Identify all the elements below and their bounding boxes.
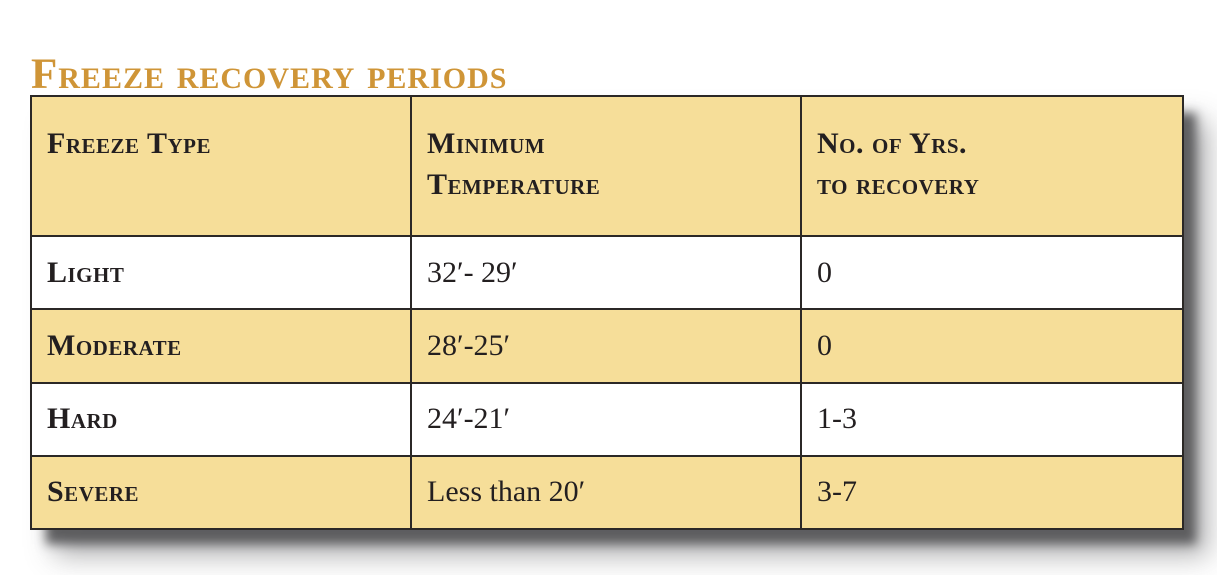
- cell-freeze-type: Light: [30, 234, 412, 311]
- cell-years-to-recovery: 3-7: [800, 454, 1184, 531]
- cell-minimum-temperature: 28′-25′: [410, 308, 802, 384]
- column-header-freeze-type: Freeze Type: [30, 95, 412, 237]
- cell-freeze-type: Severe: [30, 454, 412, 531]
- column-header-years-to-recovery: No. of Yrs. to recovery: [800, 95, 1184, 237]
- table-body: Light 32′- 29′ 0 Moderate 28′-25′ 0 Hard…: [30, 234, 1184, 531]
- cell-years-to-recovery: 0: [800, 234, 1184, 311]
- table-row-moderate: Moderate 28′-25′ 0: [30, 308, 1184, 384]
- header-line-2: to recovery: [817, 168, 980, 201]
- cell-freeze-type: Moderate: [30, 308, 412, 384]
- cell-minimum-temperature: 32′- 29′: [410, 234, 802, 311]
- table-header: Freeze Type Minimum Temperature No. of Y…: [30, 95, 1184, 237]
- cell-years-to-recovery: 0: [800, 308, 1184, 384]
- cell-minimum-temperature: Less than 20′: [410, 454, 802, 531]
- header-row: Freeze Type Minimum Temperature No. of Y…: [30, 95, 1184, 237]
- column-header-minimum-temperature: Minimum Temperature: [410, 95, 802, 237]
- page-title: Freeze recovery periods: [31, 50, 508, 98]
- header-line-2: Temperature: [427, 168, 601, 201]
- header-line-1: Minimum: [427, 127, 546, 160]
- header-line-1: No. of Yrs.: [817, 127, 968, 160]
- table-row-hard: Hard 24′-21′ 1-3: [30, 381, 1184, 457]
- freeze-recovery-table: Freeze Type Minimum Temperature No. of Y…: [30, 95, 1184, 531]
- table-row-light: Light 32′- 29′ 0: [30, 234, 1184, 311]
- table-row-severe: Severe Less than 20′ 3-7: [30, 454, 1184, 531]
- cell-freeze-type: Hard: [30, 381, 412, 457]
- cell-minimum-temperature: 24′-21′: [410, 381, 802, 457]
- header-line-1: Freeze Type: [47, 127, 211, 160]
- cell-years-to-recovery: 1-3: [800, 381, 1184, 457]
